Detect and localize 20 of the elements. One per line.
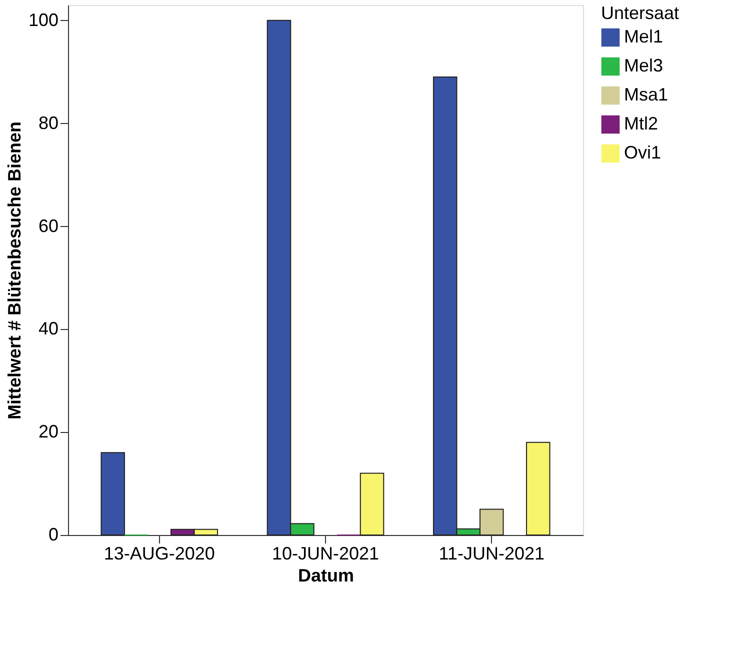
- bar: [526, 442, 550, 536]
- legend-title: Untersaat: [601, 3, 680, 23]
- legend-label: Ovi1: [624, 142, 662, 162]
- y-tick-label: 20: [38, 422, 58, 442]
- legend-label: Mel1: [624, 26, 664, 46]
- legend-label: Mel3: [624, 56, 664, 76]
- y-tick-label: 60: [38, 216, 58, 236]
- x-tick-label: 10-JUN-2021: [272, 544, 380, 564]
- bar: [100, 452, 125, 536]
- y-tick-label: 40: [38, 318, 58, 339]
- x-tick-label: 11-JUN-2021: [438, 544, 544, 564]
- y-tick-label: 80: [38, 112, 58, 133]
- legend-label: Mtl2: [624, 114, 658, 134]
- x-axis-title: Datum: [298, 566, 354, 586]
- bar: [360, 472, 384, 536]
- y-axis-title: Mittelwert # Blütenbesuche Bienen: [4, 121, 24, 420]
- y-tick-label: 100: [28, 10, 58, 30]
- y-tick-label: 0: [48, 524, 58, 544]
- x-tick-label: 13-AUG-2020: [104, 544, 215, 564]
- legend-label: Msa1: [624, 84, 668, 104]
